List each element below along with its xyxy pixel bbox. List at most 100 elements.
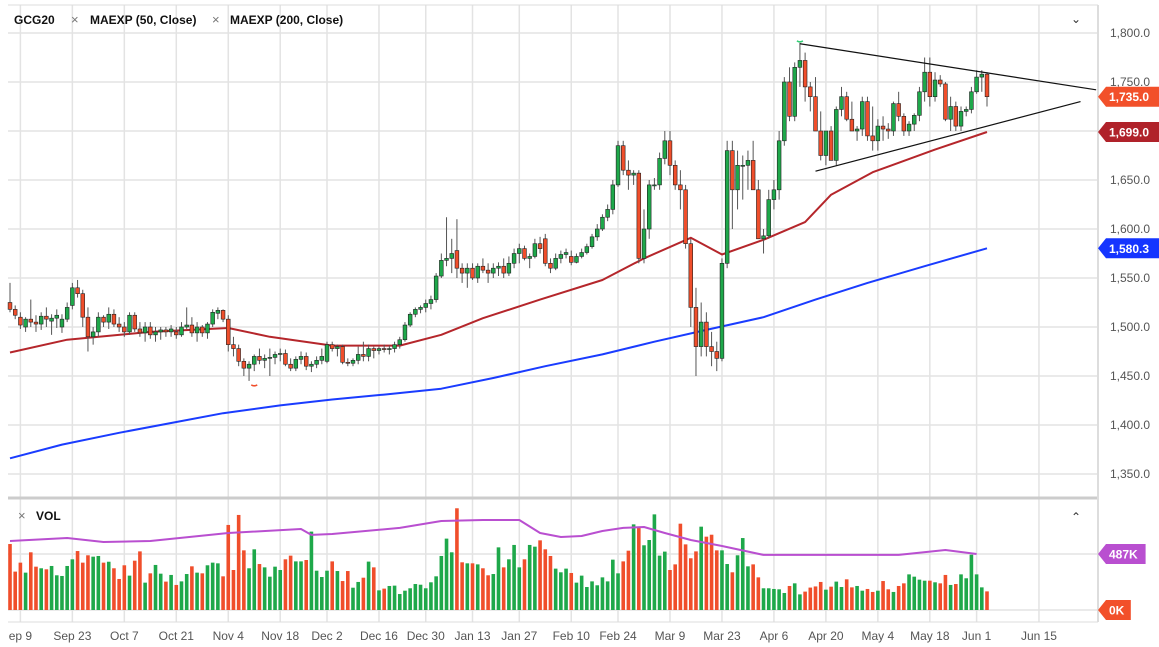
volume-bar [491, 574, 496, 610]
candle-up [834, 109, 839, 161]
volume-bar [351, 587, 355, 610]
volume-bar [283, 559, 288, 610]
candle-down [709, 346, 714, 352]
volume-bar [850, 587, 854, 610]
candle-up [922, 71, 927, 93]
volume-bar [980, 587, 984, 610]
date-tick-label: May 18 [910, 629, 950, 643]
volume-bar [268, 576, 272, 610]
price-tick-label: 1,450.0 [1110, 369, 1150, 383]
candle-up [932, 79, 938, 98]
candle-up [423, 303, 428, 308]
volume-bar [886, 589, 891, 610]
volume-bar [600, 577, 605, 610]
indicator-lines [9, 131, 988, 556]
candle-up [392, 344, 397, 349]
volume-bar [23, 572, 28, 610]
candle-up [298, 356, 304, 360]
volume-bar [652, 514, 657, 610]
volume-bar [803, 591, 807, 610]
candle-up [215, 310, 221, 314]
ma50-line [9, 131, 988, 354]
high-marker [796, 40, 804, 43]
candle-down [569, 256, 574, 263]
price-tick-label: 1,750.0 [1110, 75, 1150, 89]
volume-bar [943, 574, 948, 610]
volume-bar [662, 551, 667, 610]
candle-up [449, 253, 454, 259]
volume-bar [782, 592, 787, 610]
candle-up [860, 101, 865, 130]
candle-down [865, 101, 870, 137]
candle-down [485, 269, 491, 274]
price-axis[interactable]: 1,800.0 1,750.0 1,650.0 1,600.0 1,550.0 1,500… [1110, 26, 1150, 481]
candle-up [319, 356, 325, 361]
candle-down [938, 79, 943, 85]
volume-bar [969, 554, 974, 610]
candle-down [537, 243, 543, 249]
volume-bar [501, 567, 506, 610]
volume-bar [54, 575, 59, 610]
candle-up [153, 331, 158, 336]
candle-down [236, 348, 241, 362]
volume-bar [756, 577, 761, 610]
date-tick-label: Oct 7 [110, 629, 139, 643]
candle-up [433, 275, 439, 300]
volume-bar [818, 581, 823, 610]
candle-up [719, 262, 725, 359]
date-tick-label: Jun 1 [962, 629, 992, 643]
candle-down [18, 316, 23, 326]
volume-bar [288, 555, 293, 610]
candle-down [241, 360, 247, 369]
candle-down [200, 326, 205, 334]
volume-bar [242, 550, 246, 610]
candle-up [496, 265, 501, 269]
volume-bar [683, 544, 688, 610]
candle-down [28, 318, 33, 323]
indicator-ma200-label[interactable]: MAEXP (200, Close) [230, 13, 344, 27]
candle-down [75, 287, 80, 294]
volume-bar [70, 559, 75, 610]
candle-down [870, 135, 875, 142]
remove-volume-icon[interactable]: × [18, 508, 26, 523]
candle-up [387, 348, 392, 350]
date-tick-label: Sep 23 [53, 629, 91, 643]
date-tick-label: Mar 9 [655, 629, 686, 643]
candle-down [288, 363, 293, 369]
chevron-down-icon[interactable]: ⌄ [1071, 12, 1082, 26]
candle-up [194, 326, 200, 334]
volume-bar [106, 561, 111, 610]
volume-bar [647, 540, 652, 610]
candle-up [771, 189, 777, 200]
low-marker [250, 384, 258, 387]
remove-ma50-icon[interactable]: × [71, 12, 79, 27]
candle-up [641, 228, 647, 259]
candle-up [766, 199, 771, 237]
remove-ma200-icon[interactable]: × [212, 12, 220, 27]
volume-bar [273, 566, 277, 610]
volume-bar [709, 534, 714, 610]
candle-up [49, 317, 54, 322]
volume-bar [247, 568, 251, 610]
chevron-up-icon[interactable]: ⌃ [1071, 510, 1082, 524]
candle-down [148, 326, 153, 336]
volume-bar [122, 565, 127, 610]
indicator-ma50-label[interactable]: MAEXP (50, Close) [90, 13, 197, 27]
candle-up [579, 252, 584, 257]
trendline-lower-support [815, 101, 1081, 172]
candle-up [584, 246, 590, 253]
price-badge [1098, 544, 1146, 565]
date-tick-label: Jan 13 [455, 629, 491, 643]
candle-down [927, 71, 933, 97]
volume-bar [231, 570, 236, 610]
volume-bar [470, 563, 475, 610]
date-axis[interactable]: ep 9 Sep 23 Oct 7 Oct 21 Nov 4 Nov 18 Dec 2 Dec… [9, 629, 1058, 643]
volume-bar [855, 585, 859, 610]
volume-bar [475, 564, 480, 610]
trendline-drawings[interactable] [250, 40, 1097, 387]
candle-up [823, 130, 829, 156]
volume-bar [335, 571, 340, 610]
volume-bar [933, 582, 937, 610]
volume-bar [766, 588, 771, 610]
